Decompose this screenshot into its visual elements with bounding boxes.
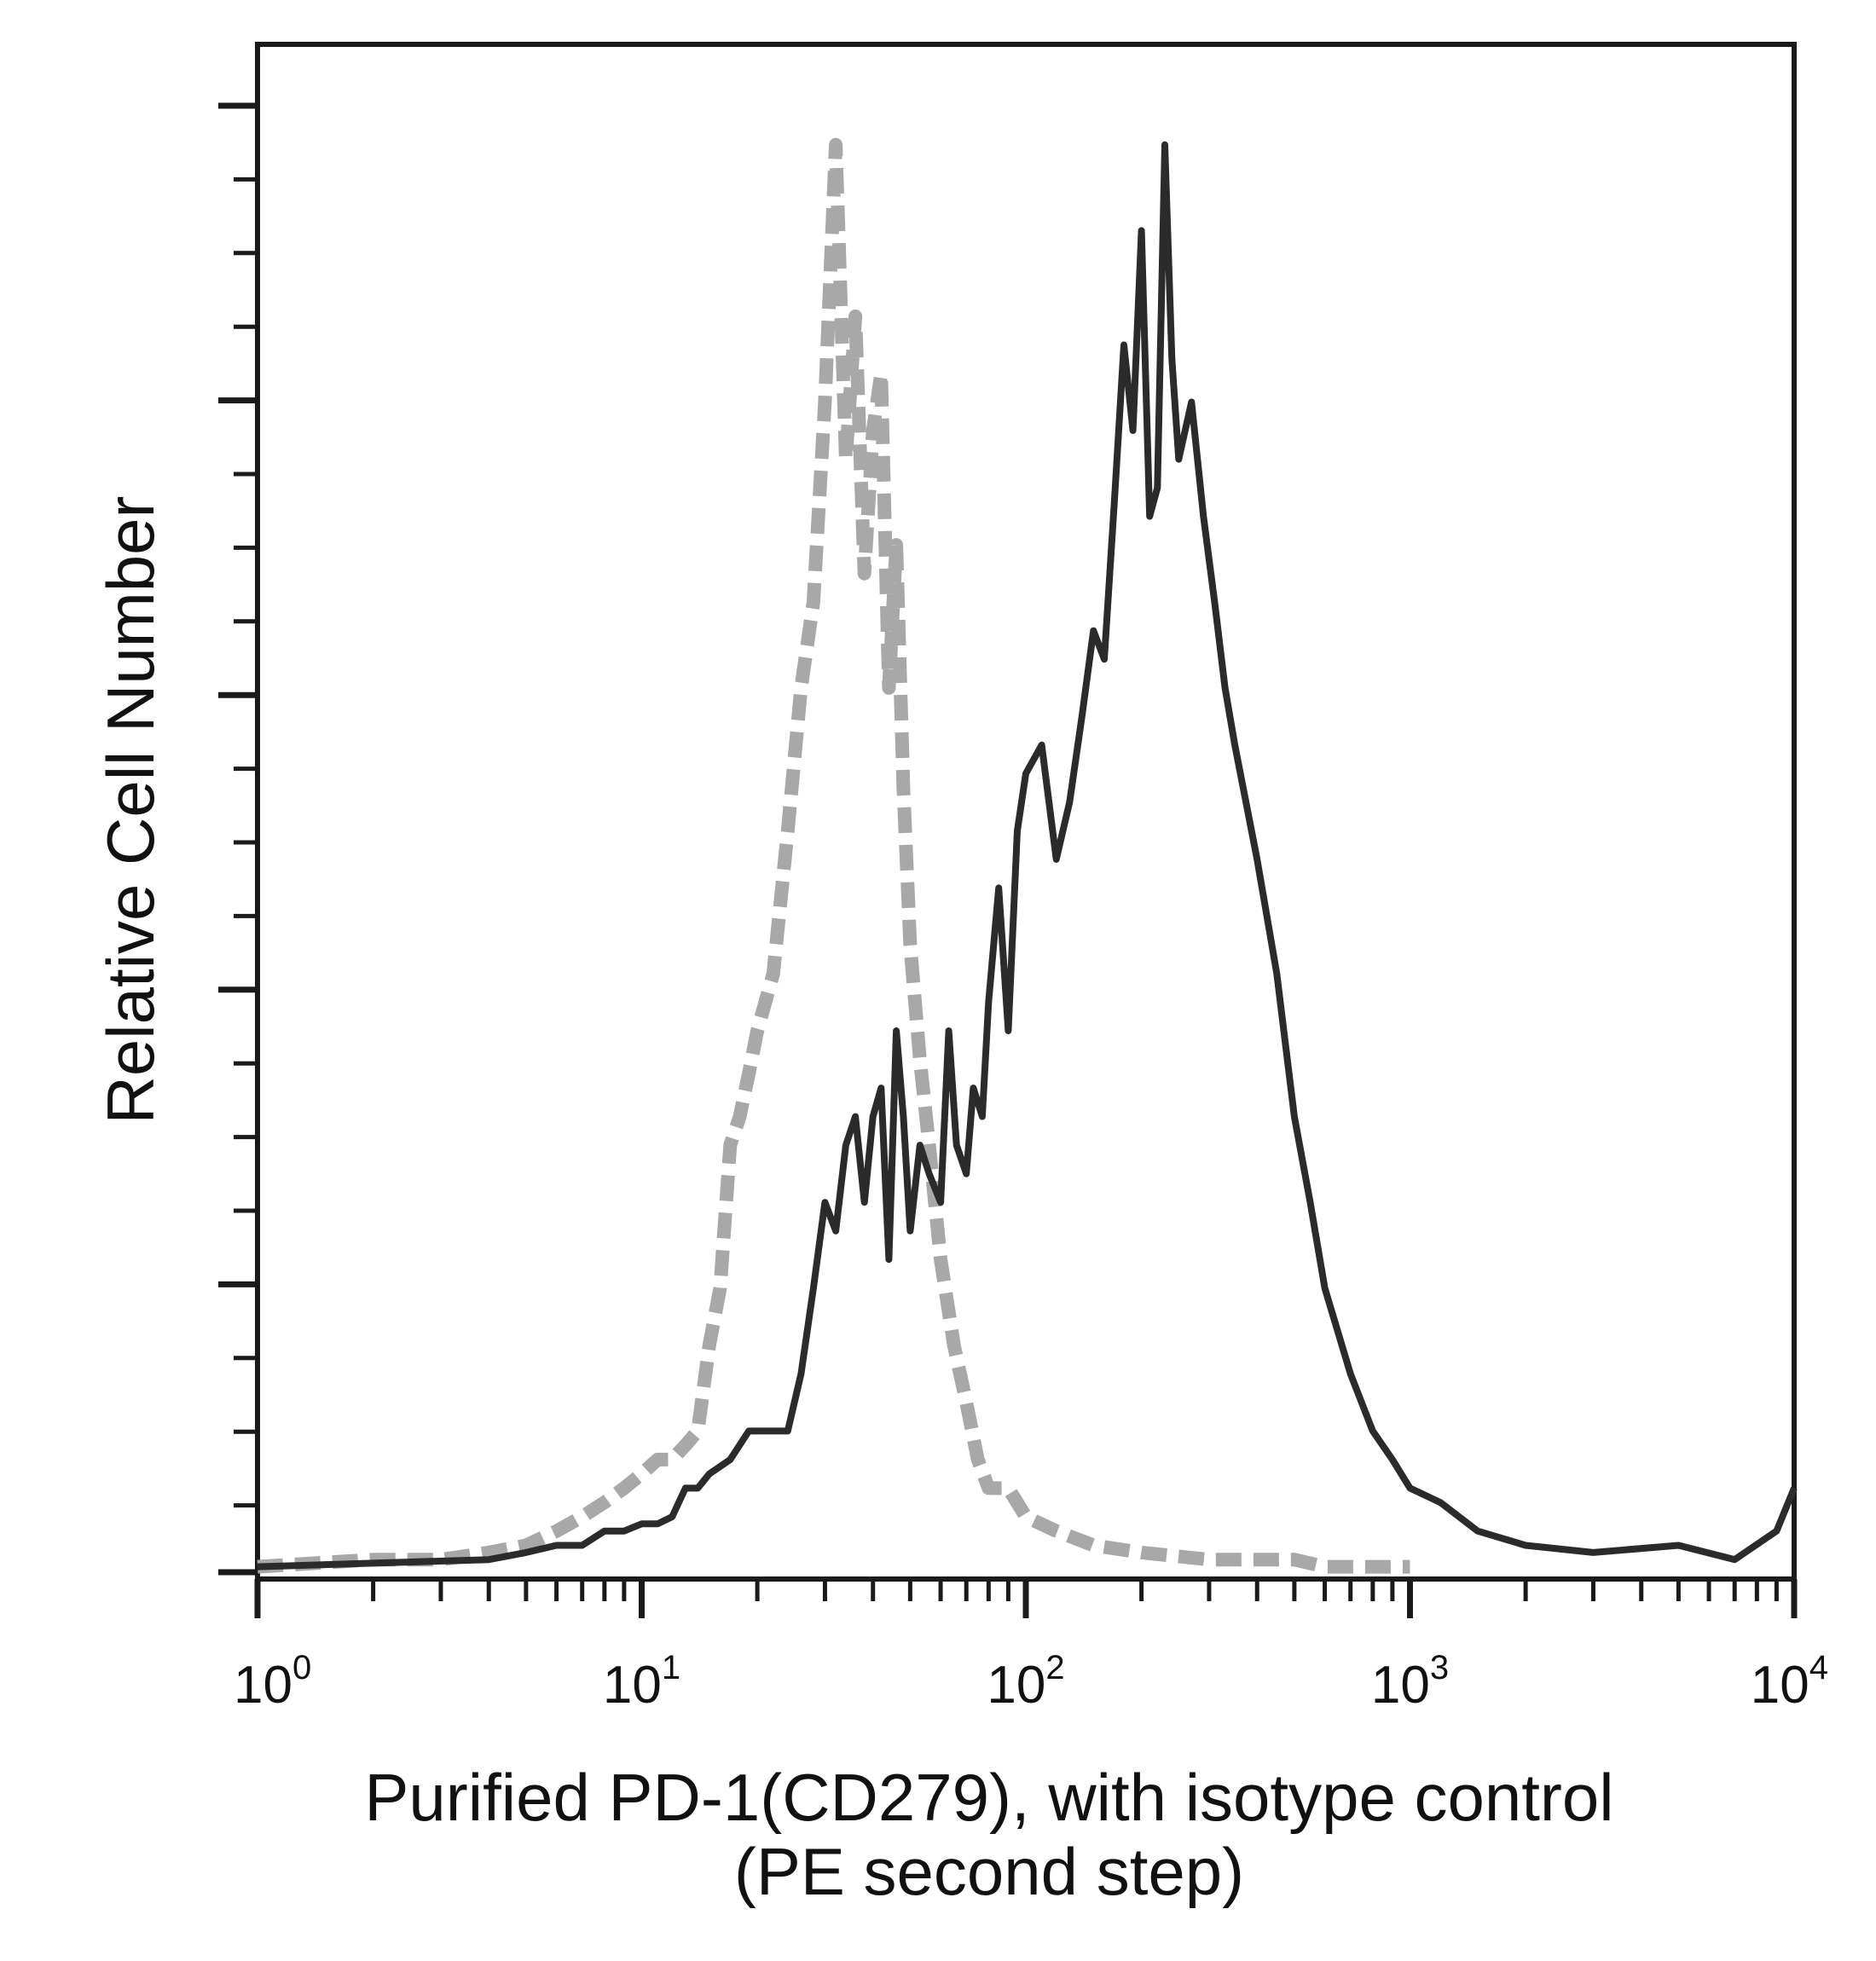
y-major-ticks (218, 102, 258, 1576)
x-tick-labels: 100 101 102 103 104 (234, 1649, 1828, 1715)
x-tick-label: 102 (987, 1649, 1064, 1715)
x-major-ticks (254, 1579, 1798, 1618)
x-minor-ticks (371, 1579, 1779, 1601)
plot-frame (255, 42, 1797, 1582)
x-axis-title-line-1: Purified PD-1(CD279), with isotype contr… (364, 1760, 1613, 1835)
y-minor-ticks (234, 176, 258, 1508)
x-tick-label: 103 (1371, 1649, 1449, 1715)
x-tick-label: 104 (1751, 1649, 1828, 1715)
y-axis-title: Relative Cell Number (93, 496, 168, 1125)
x-tick-label: 100 (234, 1649, 311, 1715)
series-2-line (257, 141, 1798, 1571)
x-tick-label: 101 (603, 1649, 680, 1715)
x-axis-title-line-2: (PE second step) (734, 1834, 1244, 1909)
series-layer (257, 137, 1798, 1574)
series-1-line (257, 137, 1410, 1574)
